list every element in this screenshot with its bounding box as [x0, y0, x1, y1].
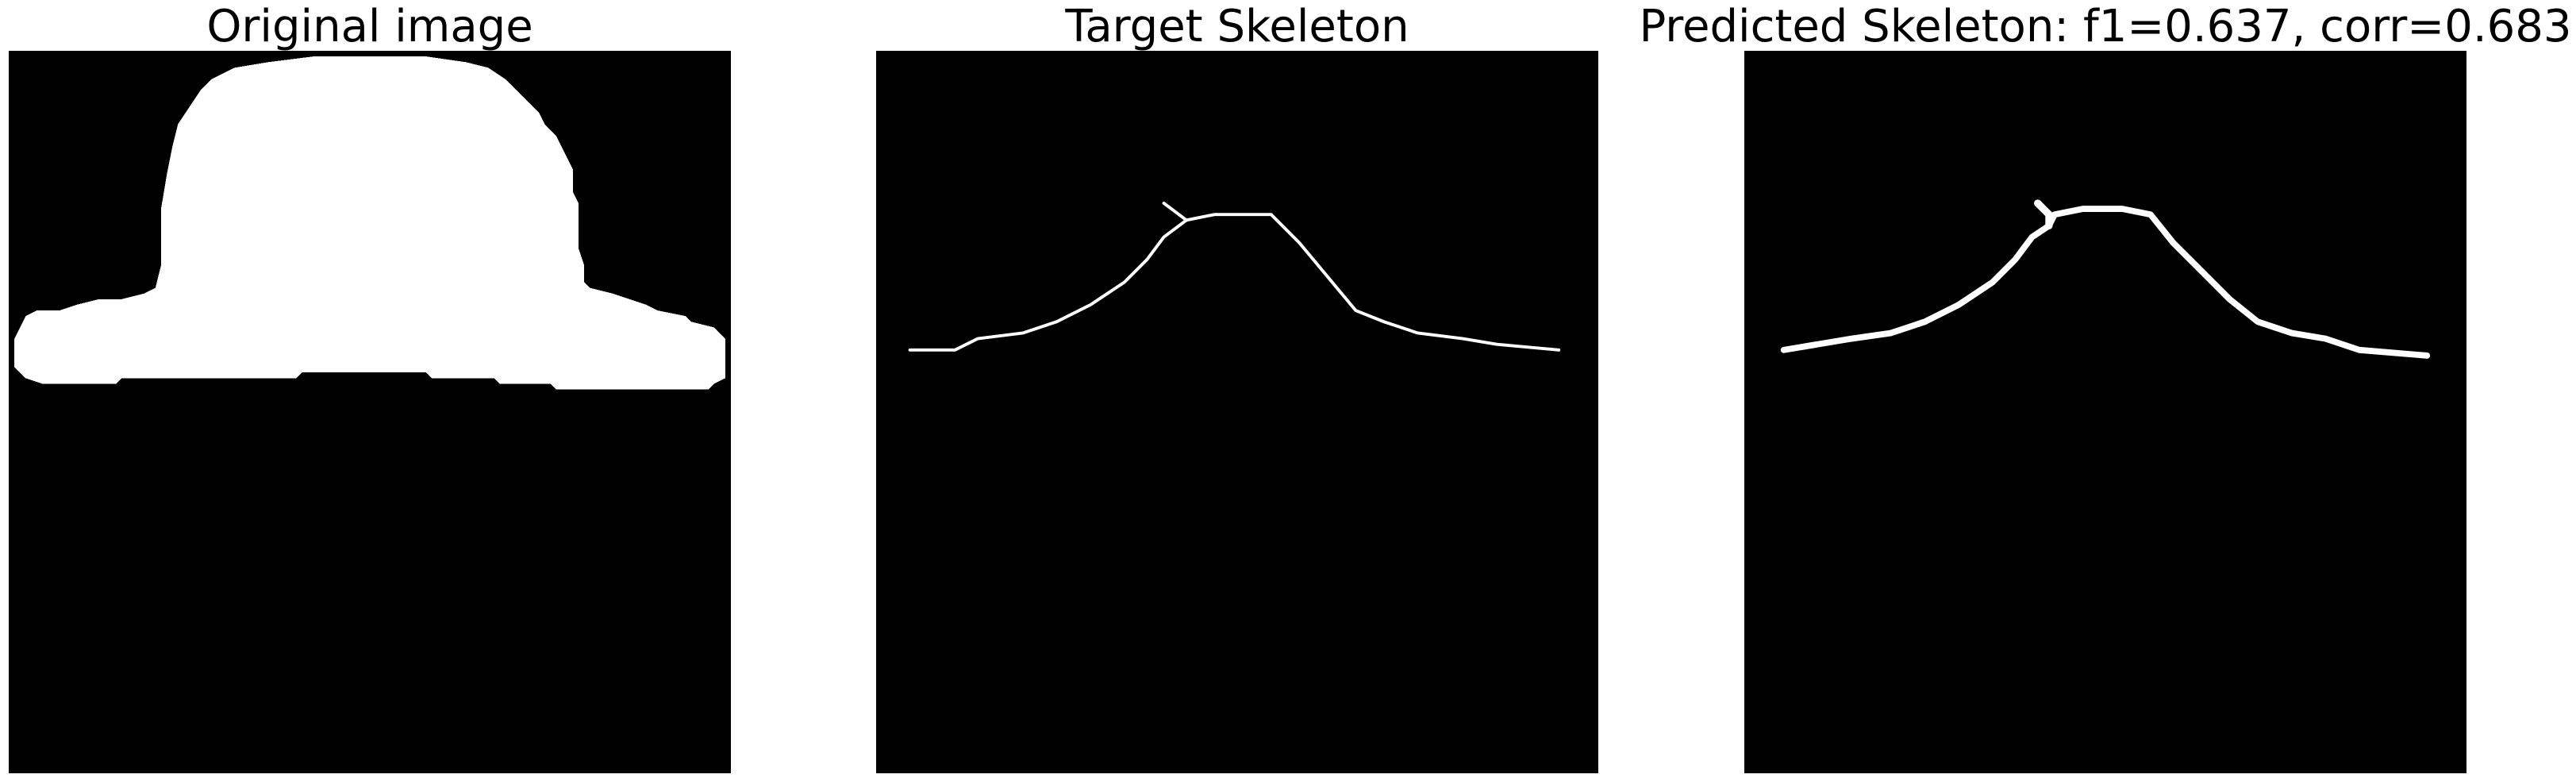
original-hat-mask-image — [9, 51, 731, 773]
panel-original-image: Original image — [9, 0, 731, 782]
panel-title-original: Original image — [206, 1, 533, 52]
target-skeleton-image — [876, 51, 1598, 773]
predicted-skeleton-spur — [2034, 199, 2053, 230]
panel-title-predicted: Predicted Skeleton: f1=0.637, corr=0.683 — [1639, 1, 2572, 52]
panel-title-target: Target Skeleton — [1065, 1, 1409, 52]
target-skeleton-spur — [1162, 201, 1188, 222]
panel-predicted-skeleton: Predicted Skeleton: f1=0.637, corr=0.683 — [1639, 0, 2572, 782]
predicted-skeleton-path — [1780, 206, 2431, 359]
panel-target-skeleton: Target Skeleton — [876, 0, 1598, 782]
predicted-skeleton-image — [1744, 51, 2466, 773]
target-skeleton-path — [908, 213, 1561, 352]
hat-mask-shape — [14, 56, 725, 390]
